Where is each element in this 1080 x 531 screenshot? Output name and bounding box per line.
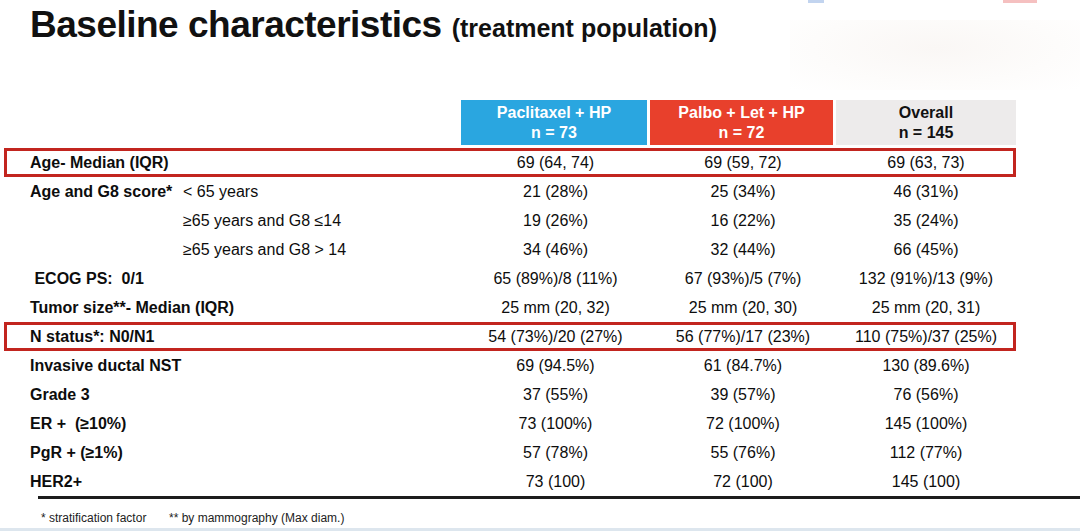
cell-value: 69 (64, 74) xyxy=(461,148,650,177)
column-header-n: n = 72 xyxy=(719,123,765,143)
cell-value: 55 (76%) xyxy=(650,438,836,467)
row-label-cell: ≥65 years and G8 > 14 xyxy=(4,235,461,264)
table-row: ≥65 years and G8 > 14 34 (46%)32 (44%)66 … xyxy=(4,235,1016,264)
row-sublabel: ≥65 years and G8 > 14 xyxy=(183,235,346,264)
row-label: Grade 3 xyxy=(30,380,183,409)
cell-value: 25 mm (20, 31) xyxy=(836,293,1016,322)
table-bottom-rule xyxy=(38,496,1080,499)
row-label: N status*: N0/N1 xyxy=(30,322,183,351)
row-label: ER + (≥10%) xyxy=(30,409,183,438)
column-header-label: Paclitaxel + HP xyxy=(497,103,611,123)
cell-value: 56 (77%)/17 (23%) xyxy=(650,322,836,351)
row-label-cell: HER2+ xyxy=(4,467,461,496)
footnote-mammography: ** by mammography (Max diam.) xyxy=(169,511,344,525)
footnote-stratification-factor: * stratification factor xyxy=(41,511,146,525)
cell-value: 32 (44%) xyxy=(650,235,836,264)
cell-value: 19 (26%) xyxy=(461,206,650,235)
table-row: Grade 3 37 (55%)39 (57%)76 (56%) xyxy=(4,380,1016,409)
slide-title: Baseline characteristics (treatment popul… xyxy=(30,4,717,46)
column-header-n: n = 73 xyxy=(531,123,577,143)
row-label-cell: ER + (≥10%) xyxy=(4,409,461,438)
row-label-cell: Age- Median (IQR) xyxy=(4,148,461,177)
top-edge-artifact-blue xyxy=(808,0,824,3)
table-row: N status*: N0/N1 54 (73%)/20 (27%)56 (77%… xyxy=(4,322,1016,351)
cell-value: 67 (93%)/5 (7%) xyxy=(650,264,836,293)
cell-value: 72 (100) xyxy=(650,467,836,496)
cell-value: 34 (46%) xyxy=(461,235,650,264)
column-header-palbo-let-hp: Palbo + Let + HP n = 72 xyxy=(650,100,833,145)
row-label-cell: PgR + (≥1%) xyxy=(4,438,461,467)
table-row: HER2+ 73 (100)72 (100)145 (100) xyxy=(4,467,1016,496)
row-label-cell: Tumor size**- Median (IQR) xyxy=(4,293,461,322)
row-label: HER2+ xyxy=(30,467,183,496)
cell-value: 73 (100) xyxy=(461,467,650,496)
row-label: Age and G8 score* xyxy=(30,177,183,206)
cell-value: 37 (55%) xyxy=(461,380,650,409)
column-header-overall: Overall n = 145 xyxy=(836,100,1016,145)
cell-value: 16 (22%) xyxy=(650,206,836,235)
row-label: Age- Median (IQR) xyxy=(30,148,183,177)
table-row: Tumor size**- Median (IQR) 25 mm (20, 32)… xyxy=(4,293,1016,322)
cell-value: 73 (100%) xyxy=(461,409,650,438)
cell-value: 25 (34%) xyxy=(650,177,836,206)
cell-value: 76 (56%) xyxy=(836,380,1016,409)
cell-value: 25 mm (20, 32) xyxy=(461,293,650,322)
cell-value: 132 (91%)/13 (9%) xyxy=(836,264,1016,293)
table-row: Age and G8 score*< 65 years21 (28%)25 (3… xyxy=(4,177,1016,206)
cell-value: 57 (78%) xyxy=(461,438,650,467)
top-edge-artifact-red xyxy=(1003,0,1037,3)
cell-value: 66 (45%) xyxy=(836,235,1016,264)
cell-value: 46 (31%) xyxy=(836,177,1016,206)
cell-value: 69 (94.5%) xyxy=(461,351,650,380)
cell-value: 61 (84.7%) xyxy=(650,351,836,380)
column-header-label: Palbo + Let + HP xyxy=(678,103,804,123)
cell-value: 65 (89%)/8 (11%) xyxy=(461,264,650,293)
cell-value: 69 (63, 73) xyxy=(836,148,1016,177)
faded-watermark xyxy=(790,20,1080,90)
table-row: Age- Median (IQR) 69 (64, 74)69 (59, 72)6… xyxy=(4,148,1016,177)
row-sublabel: < 65 years xyxy=(183,177,258,206)
slide-title-suffix: (treatment population) xyxy=(452,14,717,42)
cell-value: 72 (100%) xyxy=(650,409,836,438)
row-label: Invasive ductal NST xyxy=(30,351,183,380)
row-label: PgR + (≥1%) xyxy=(30,438,183,467)
cell-value: 145 (100%) xyxy=(836,409,1016,438)
cell-value: 69 (59, 72) xyxy=(650,148,836,177)
column-header-paclitaxel-hp: Paclitaxel + HP n = 73 xyxy=(461,100,647,145)
row-label-cell: ECOG PS: 0/1 xyxy=(4,264,461,293)
table-row: ER + (≥10%) 73 (100%)72 (100%)145 (100%) xyxy=(4,409,1016,438)
row-label: ECOG PS: 0/1 xyxy=(30,264,183,293)
cell-value: 145 (100) xyxy=(836,467,1016,496)
baseline-characteristics-table: Paclitaxel + HP n = 73 Palbo + Let + HP … xyxy=(4,100,1016,496)
table-header-row: Paclitaxel + HP n = 73 Palbo + Let + HP … xyxy=(4,100,1016,145)
header-empty-cell xyxy=(4,100,461,145)
row-label xyxy=(30,206,183,235)
table-row: ≥65 years and G8 ≤14 19 (26%)16 (22%)35 (… xyxy=(4,206,1016,235)
cell-value: 54 (73%)/20 (27%) xyxy=(461,322,650,351)
table-row: PgR + (≥1%) 57 (78%)55 (76%)112 (77%) xyxy=(4,438,1016,467)
cell-value: 112 (77%) xyxy=(836,438,1016,467)
row-label-cell: Grade 3 xyxy=(4,380,461,409)
table-row: ECOG PS: 0/1 65 (89%)/8 (11%)67 (93%)/5 (… xyxy=(4,264,1016,293)
column-header-label: Overall xyxy=(899,103,953,123)
cell-value: 25 mm (20, 30) xyxy=(650,293,836,322)
column-header-n: n = 145 xyxy=(899,123,954,143)
row-label xyxy=(30,235,183,264)
table-row: Invasive ductal NST 69 (94.5%)61 (84.7%)1… xyxy=(4,351,1016,380)
slide-title-main: Baseline characteristics xyxy=(30,4,442,45)
table-body: Age- Median (IQR)69 (64, 74)69 (59, 72)6… xyxy=(4,148,1016,496)
row-label-cell: N status*: N0/N1 xyxy=(4,322,461,351)
row-sublabel: ≥65 years and G8 ≤14 xyxy=(183,206,341,235)
row-label: Tumor size**- Median (IQR) xyxy=(30,293,183,322)
cell-value: 35 (24%) xyxy=(836,206,1016,235)
cell-value: 110 (75%)/37 (25%) xyxy=(836,322,1016,351)
row-label-cell: ≥65 years and G8 ≤14 xyxy=(4,206,461,235)
row-label-cell: Age and G8 score*< 65 years xyxy=(4,177,461,206)
row-label-cell: Invasive ductal NST xyxy=(4,351,461,380)
cell-value: 130 (89.6%) xyxy=(836,351,1016,380)
cell-value: 21 (28%) xyxy=(461,177,650,206)
cell-value: 39 (57%) xyxy=(650,380,836,409)
